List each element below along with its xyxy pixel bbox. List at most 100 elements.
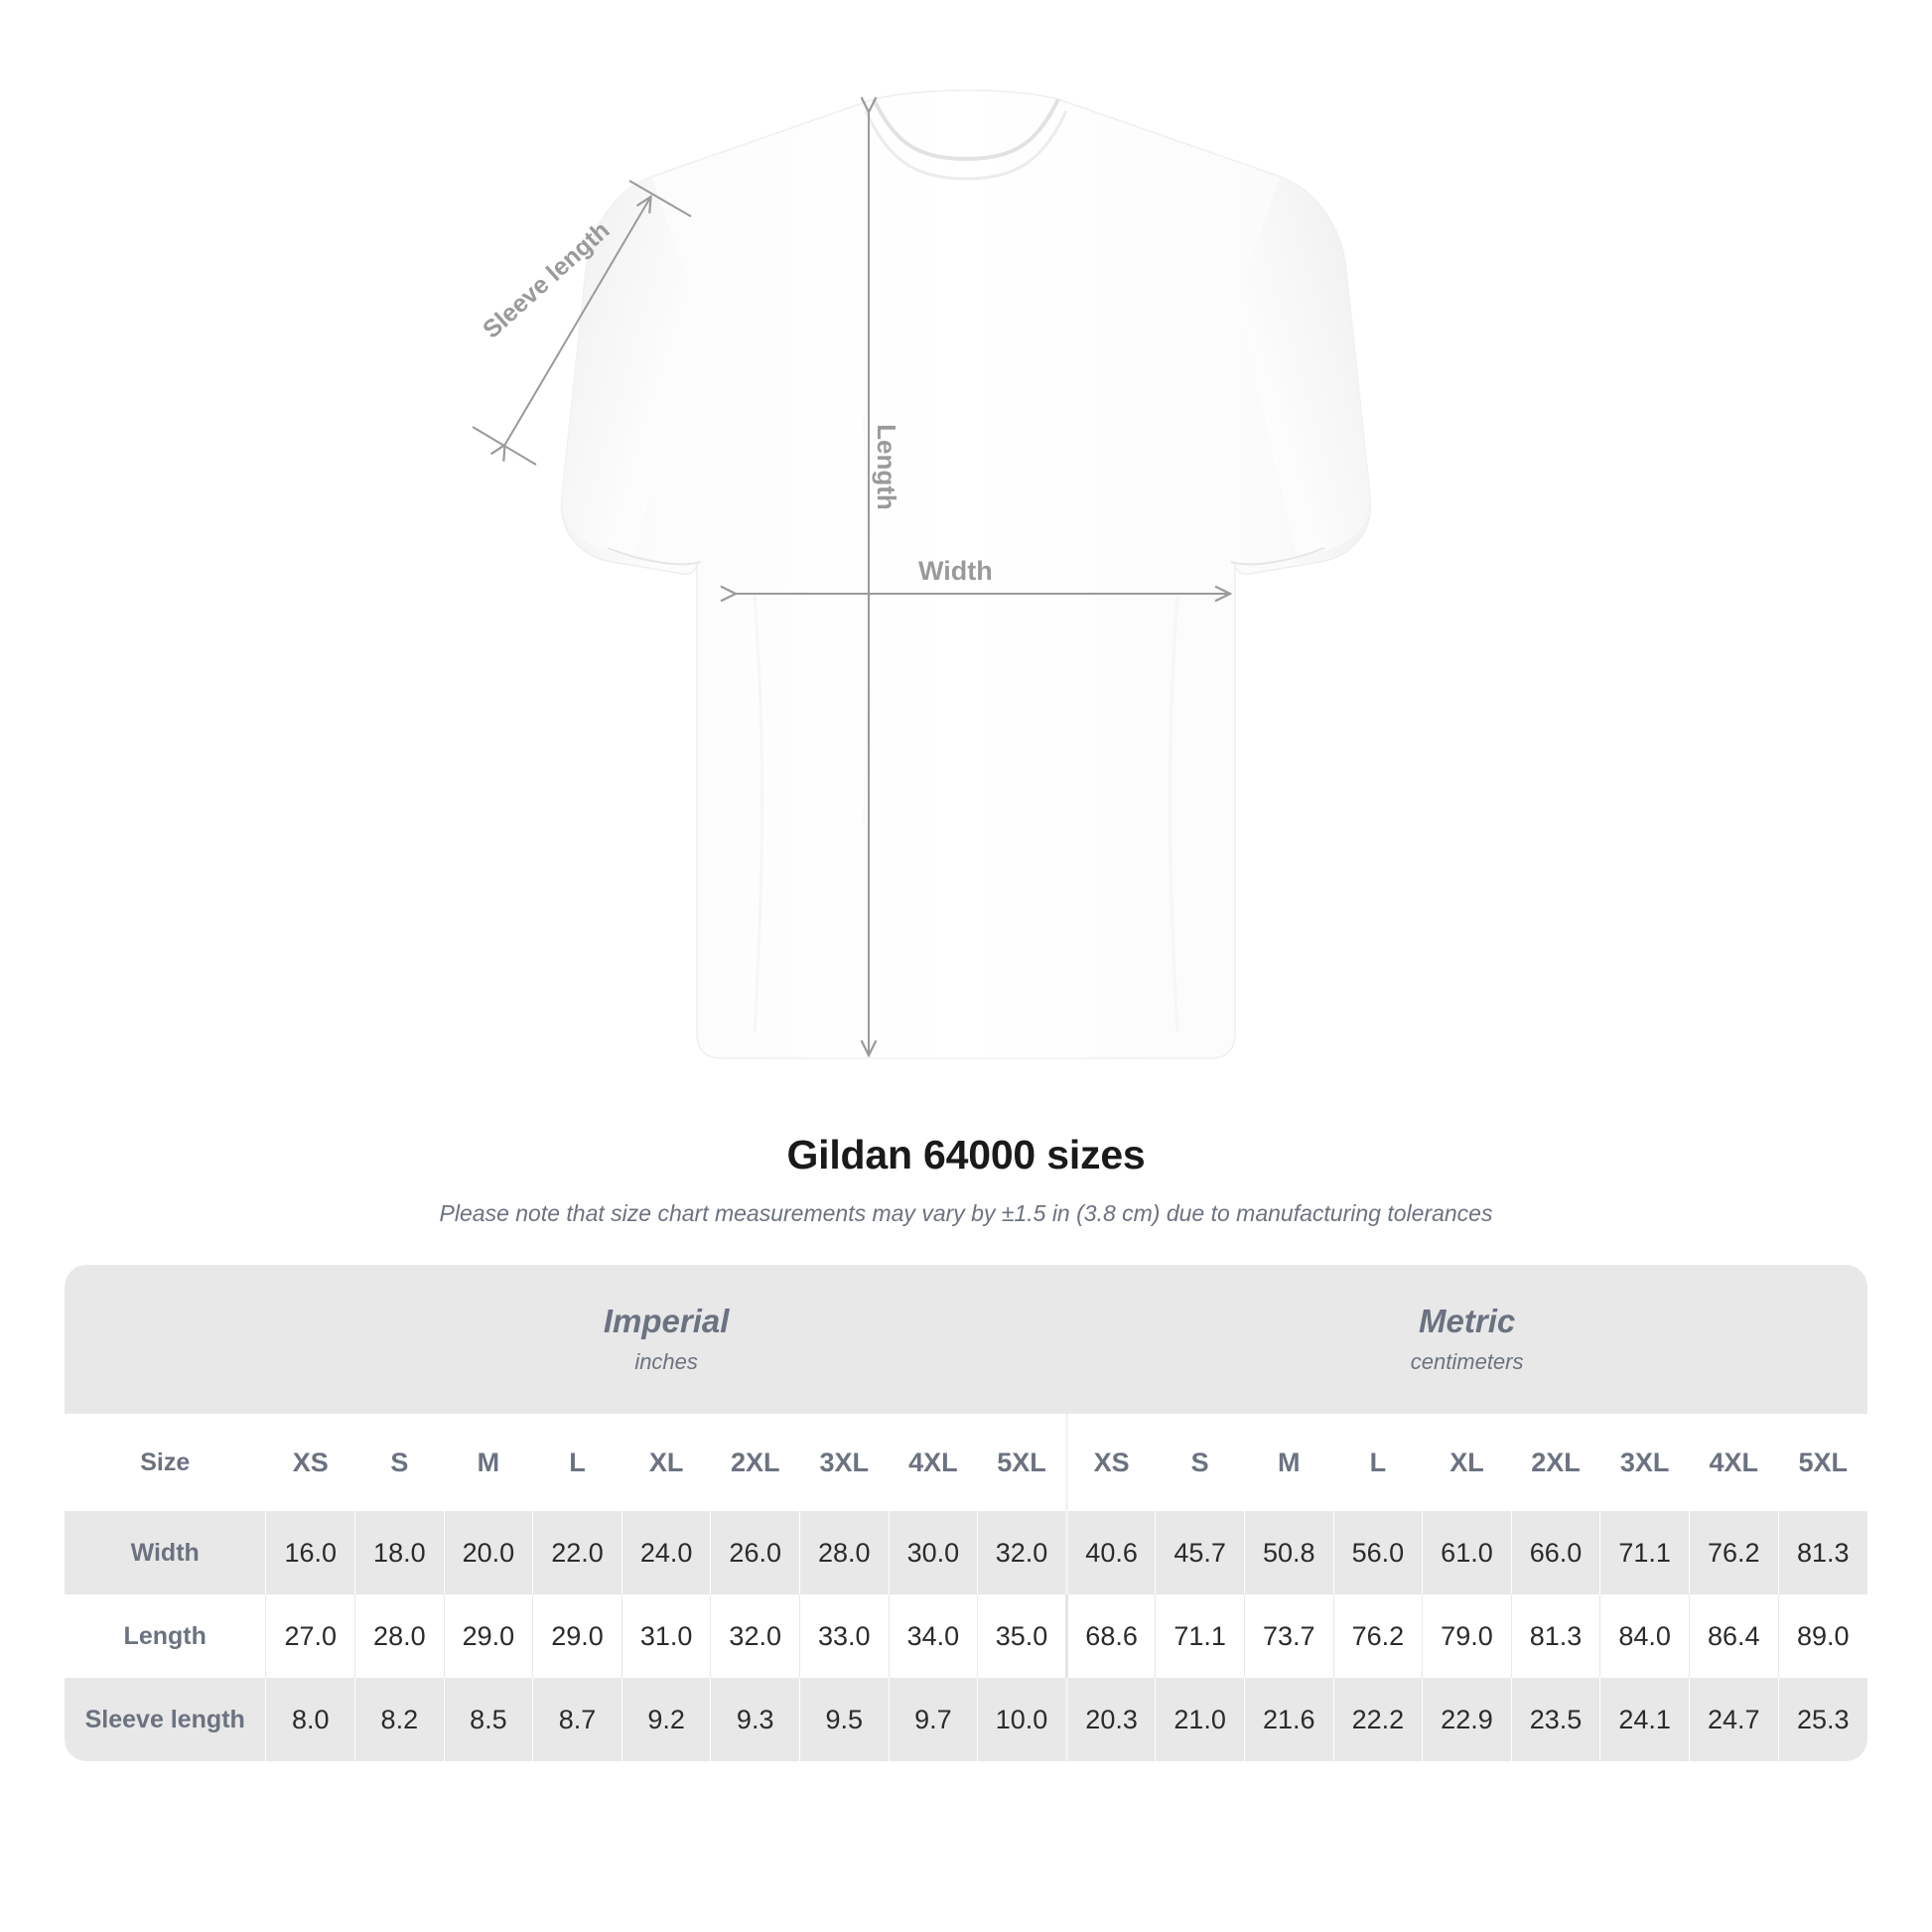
table-row: Sleeve length 8.0 8.2 8.5 8.7 9.2 9.3 9.… xyxy=(65,1678,1867,1761)
size-header-imperial-s: S xyxy=(354,1414,445,1511)
cell-length-metric-xs: 68.6 xyxy=(1064,1594,1156,1678)
size-header-imperial-xl: XL xyxy=(621,1414,711,1511)
dimension-lines xyxy=(472,111,1229,1054)
size-header-row: Size XS S M L XL 2XL 3XL 4XL 5XL XS S M … xyxy=(65,1414,1867,1511)
width-dimension-label: Width xyxy=(918,556,993,586)
unit-spacer-cell xyxy=(65,1265,266,1414)
size-header-imperial-m: M xyxy=(443,1414,533,1511)
row-label-sleeve-length: Sleeve length xyxy=(65,1678,266,1761)
cell-width-imperial-3xl: 28.0 xyxy=(799,1511,890,1594)
cell-width-metric-3xl: 71.1 xyxy=(1599,1511,1690,1594)
size-header-imperial-3xl: 3XL xyxy=(799,1414,890,1511)
cell-width-imperial-xl: 24.0 xyxy=(621,1511,711,1594)
metric-label: Metric xyxy=(1419,1302,1516,1339)
cell-sleeve-imperial-5xl: 10.0 xyxy=(977,1678,1067,1761)
cell-sleeve-metric-xs: 20.3 xyxy=(1064,1678,1156,1761)
length-dimension-label: Length xyxy=(871,424,901,510)
size-header-imperial-xs: XS xyxy=(265,1414,355,1511)
size-header-metric-l: L xyxy=(1332,1414,1423,1511)
cell-length-metric-4xl: 86.4 xyxy=(1688,1594,1779,1678)
cell-length-metric-3xl: 84.0 xyxy=(1599,1594,1690,1678)
cell-sleeve-metric-m: 21.6 xyxy=(1243,1678,1334,1761)
cell-sleeve-imperial-xl: 9.2 xyxy=(621,1678,711,1761)
cell-sleeve-metric-2xl: 23.5 xyxy=(1510,1678,1600,1761)
cell-length-imperial-s: 28.0 xyxy=(354,1594,445,1678)
cell-width-metric-2xl: 66.0 xyxy=(1510,1511,1600,1594)
metric-section-header: Metric centimeters xyxy=(1066,1265,1867,1414)
cell-sleeve-metric-5xl: 25.3 xyxy=(1777,1678,1867,1761)
size-header-imperial-5xl: 5XL xyxy=(977,1414,1067,1511)
cell-width-metric-4xl: 76.2 xyxy=(1688,1511,1779,1594)
size-table-container: Imperial inches Metric centimeters Size … xyxy=(65,1265,1867,1761)
cell-length-imperial-xl: 31.0 xyxy=(621,1594,711,1678)
table-row: Width 16.0 18.0 20.0 22.0 24.0 26.0 28.0… xyxy=(65,1511,1867,1594)
unit-header-row: Imperial inches Metric centimeters xyxy=(65,1265,1867,1414)
size-header-metric-4xl: 4XL xyxy=(1688,1414,1779,1511)
metric-unit: centimeters xyxy=(1410,1349,1524,1375)
size-header-imperial-l: L xyxy=(532,1414,622,1511)
cell-width-imperial-2xl: 26.0 xyxy=(710,1511,800,1594)
cell-sleeve-imperial-3xl: 9.5 xyxy=(799,1678,890,1761)
cell-length-imperial-3xl: 33.0 xyxy=(799,1594,890,1678)
table-row: Length 27.0 28.0 29.0 29.0 31.0 32.0 33.… xyxy=(65,1594,1867,1678)
cell-width-metric-m: 50.8 xyxy=(1243,1511,1334,1594)
cell-length-metric-xl: 79.0 xyxy=(1422,1594,1512,1678)
size-header-imperial-4xl: 4XL xyxy=(888,1414,978,1511)
cell-length-metric-2xl: 81.3 xyxy=(1510,1594,1600,1678)
tshirt-diagram: Sleeve length Length Width xyxy=(472,89,1372,1059)
cell-length-metric-s: 71.1 xyxy=(1155,1594,1245,1678)
cell-width-metric-xl: 61.0 xyxy=(1422,1511,1512,1594)
cell-length-metric-5xl: 89.0 xyxy=(1777,1594,1867,1678)
size-table: Imperial inches Metric centimeters Size … xyxy=(65,1265,1867,1761)
cell-sleeve-metric-xl: 22.9 xyxy=(1422,1678,1512,1761)
cell-sleeve-metric-l: 22.2 xyxy=(1332,1678,1423,1761)
tshirt-illustration xyxy=(472,89,1372,1059)
cell-length-imperial-xs: 27.0 xyxy=(265,1594,355,1678)
cell-sleeve-metric-4xl: 24.7 xyxy=(1688,1678,1779,1761)
size-header-metric-xl: XL xyxy=(1422,1414,1512,1511)
cell-width-imperial-xs: 16.0 xyxy=(265,1511,355,1594)
page-title: Gildan 64000 sizes xyxy=(786,1132,1146,1177)
size-header-metric-xs: XS xyxy=(1064,1414,1156,1511)
cell-length-imperial-5xl: 35.0 xyxy=(977,1594,1067,1678)
cell-length-metric-m: 73.7 xyxy=(1243,1594,1334,1678)
cell-sleeve-imperial-m: 8.5 xyxy=(443,1678,533,1761)
imperial-unit: inches xyxy=(634,1349,698,1375)
size-header-metric-5xl: 5XL xyxy=(1777,1414,1867,1511)
size-header-metric-2xl: 2XL xyxy=(1510,1414,1600,1511)
size-row-label: Size xyxy=(65,1414,266,1511)
cell-sleeve-imperial-xs: 8.0 xyxy=(265,1678,355,1761)
cell-width-imperial-l: 22.0 xyxy=(532,1511,622,1594)
cell-length-imperial-2xl: 32.0 xyxy=(710,1594,800,1678)
cell-sleeve-metric-3xl: 24.1 xyxy=(1599,1678,1690,1761)
cell-sleeve-imperial-s: 8.2 xyxy=(354,1678,445,1761)
cell-sleeve-imperial-2xl: 9.3 xyxy=(710,1678,800,1761)
imperial-section-header: Imperial inches xyxy=(265,1265,1067,1414)
imperial-label: Imperial xyxy=(603,1302,730,1339)
cell-width-metric-s: 45.7 xyxy=(1155,1511,1245,1594)
cell-length-metric-l: 76.2 xyxy=(1332,1594,1423,1678)
size-header-metric-m: M xyxy=(1243,1414,1334,1511)
title-block: Gildan 64000 sizes Please note that size… xyxy=(0,1132,1932,1227)
cell-width-imperial-s: 18.0 xyxy=(354,1511,445,1594)
cell-width-imperial-m: 20.0 xyxy=(443,1511,533,1594)
size-header-imperial-2xl: 2XL xyxy=(710,1414,800,1511)
cell-length-imperial-l: 29.0 xyxy=(532,1594,622,1678)
row-label-length: Length xyxy=(65,1594,266,1678)
size-header-metric-s: S xyxy=(1155,1414,1245,1511)
cell-sleeve-imperial-4xl: 9.7 xyxy=(888,1678,978,1761)
cell-width-metric-xs: 40.6 xyxy=(1064,1511,1156,1594)
cell-length-imperial-m: 29.0 xyxy=(443,1594,533,1678)
size-header-metric-3xl: 3XL xyxy=(1599,1414,1690,1511)
cell-sleeve-imperial-l: 8.7 xyxy=(532,1678,622,1761)
row-label-width: Width xyxy=(65,1511,266,1594)
cell-width-metric-l: 56.0 xyxy=(1332,1511,1423,1594)
tolerance-note: Please note that size chart measurements… xyxy=(439,1200,1493,1226)
cell-sleeve-metric-s: 21.0 xyxy=(1155,1678,1245,1761)
cell-width-imperial-5xl: 32.0 xyxy=(977,1511,1067,1594)
sleeve-dimension-arrow xyxy=(504,198,650,446)
cell-width-metric-5xl: 81.3 xyxy=(1777,1511,1867,1594)
cell-length-imperial-4xl: 34.0 xyxy=(888,1594,978,1678)
cell-width-imperial-4xl: 30.0 xyxy=(888,1511,978,1594)
